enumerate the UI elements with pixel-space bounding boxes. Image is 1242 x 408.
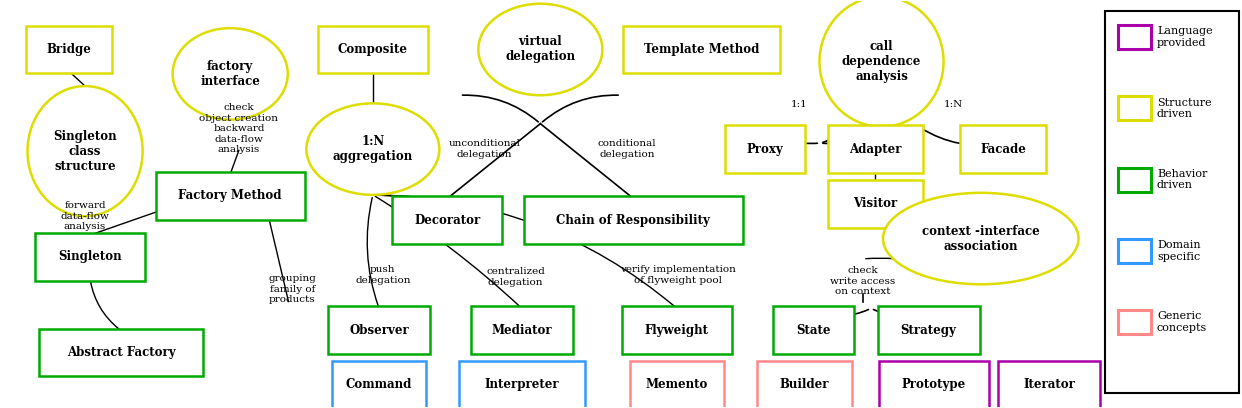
Text: Strategy: Strategy [900,324,956,337]
FancyBboxPatch shape [828,180,923,228]
FancyBboxPatch shape [630,361,724,408]
FancyBboxPatch shape [878,361,989,408]
Text: virtual
delegation: virtual delegation [505,35,575,64]
Text: Template Method: Template Method [643,43,759,56]
Text: Observer: Observer [349,324,409,337]
Text: Command: Command [345,379,412,391]
FancyBboxPatch shape [39,328,204,376]
FancyBboxPatch shape [392,197,502,244]
FancyBboxPatch shape [773,306,853,354]
Text: Singleton
class
structure: Singleton class structure [53,130,117,173]
FancyBboxPatch shape [524,197,743,244]
Text: call
dependence
analysis: call dependence analysis [842,40,922,83]
Text: Memento: Memento [646,379,708,391]
Text: Bridge: Bridge [46,43,92,56]
Text: unconditional
delegation: unconditional delegation [448,140,520,159]
FancyBboxPatch shape [1119,25,1151,49]
Text: Generic
concepts: Generic concepts [1158,311,1207,333]
Text: Chain of Responsibility: Chain of Responsibility [556,214,710,227]
FancyBboxPatch shape [724,125,805,173]
Text: 1:N: 1:N [944,100,963,109]
Text: Interpreter: Interpreter [484,379,559,391]
FancyBboxPatch shape [471,306,573,354]
Text: Behavior
driven: Behavior driven [1158,169,1207,191]
FancyBboxPatch shape [35,233,145,281]
Text: Prototype: Prototype [902,379,966,391]
FancyBboxPatch shape [758,361,852,408]
Ellipse shape [883,193,1078,284]
Text: Domain
specific: Domain specific [1158,240,1201,262]
Text: Proxy: Proxy [746,143,784,155]
FancyBboxPatch shape [155,172,304,220]
Text: check
object creation
backward
data-flow
analysis: check object creation backward data-flow… [200,104,278,154]
FancyBboxPatch shape [26,26,112,73]
Text: factory
interface: factory interface [200,60,260,88]
Text: Factory Method: Factory Method [179,189,282,202]
Text: context -interface
association: context -interface association [922,224,1040,253]
Text: Builder: Builder [780,379,830,391]
FancyBboxPatch shape [828,125,923,173]
Text: verify implementation
of flyweight pool: verify implementation of flyweight pool [620,266,737,285]
Text: 1:N
aggregation: 1:N aggregation [333,135,414,163]
Text: Adapter: Adapter [850,143,902,155]
FancyBboxPatch shape [328,306,430,354]
Text: 1:1: 1:1 [791,100,809,109]
FancyBboxPatch shape [1119,96,1151,120]
Text: Abstract Factory: Abstract Factory [67,346,175,359]
Ellipse shape [173,28,288,120]
Text: Flyweight: Flyweight [645,324,709,337]
Ellipse shape [307,103,440,195]
FancyBboxPatch shape [960,125,1047,173]
FancyBboxPatch shape [623,26,780,73]
Text: Composite: Composite [338,43,407,56]
FancyBboxPatch shape [622,306,732,354]
FancyBboxPatch shape [878,306,980,354]
FancyBboxPatch shape [1119,168,1151,192]
FancyBboxPatch shape [1119,310,1151,334]
Text: State: State [796,324,831,337]
Text: Facade: Facade [980,143,1026,155]
Text: Singleton: Singleton [58,251,122,263]
Text: push
delegation: push delegation [355,266,411,285]
Text: Language
provided: Language provided [1158,27,1212,48]
FancyBboxPatch shape [1119,239,1151,263]
FancyBboxPatch shape [318,26,428,73]
Text: Decorator: Decorator [414,214,481,227]
FancyBboxPatch shape [458,361,585,408]
Text: Iterator: Iterator [1023,379,1074,391]
FancyBboxPatch shape [1105,11,1238,393]
Ellipse shape [820,0,944,127]
Text: Structure
driven: Structure driven [1158,98,1211,119]
Text: grouping
family of
products: grouping family of products [268,275,317,304]
Ellipse shape [27,86,143,216]
FancyBboxPatch shape [332,361,426,408]
Text: centralized
delegation: centralized delegation [486,268,545,287]
Ellipse shape [478,4,602,95]
Text: forward
data-flow
analysis: forward data-flow analysis [61,201,109,231]
FancyBboxPatch shape [997,361,1100,408]
Text: Visitor: Visitor [853,197,898,211]
Text: conditional
delegation: conditional delegation [597,140,657,159]
Text: Mediator: Mediator [492,324,551,337]
Text: check
write access
on context: check write access on context [831,266,895,296]
